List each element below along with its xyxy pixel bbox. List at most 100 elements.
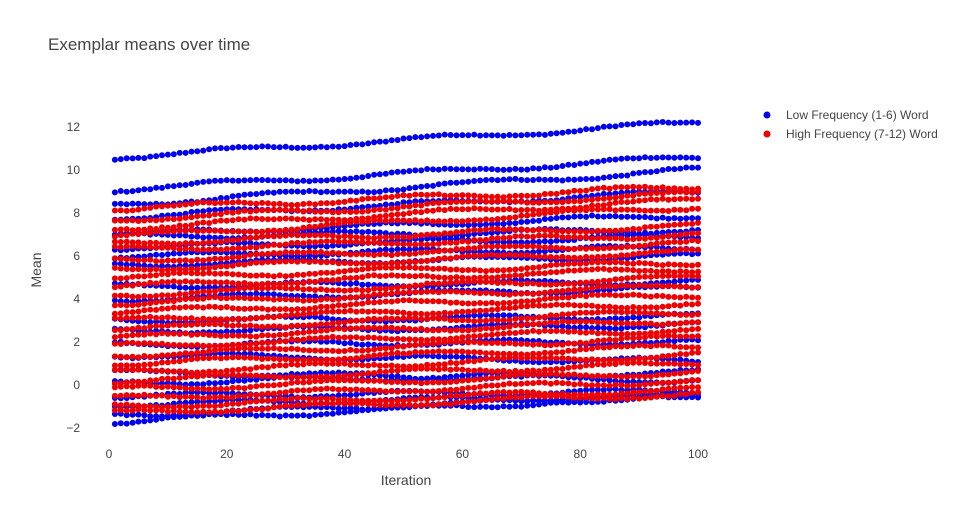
high-frequency-point [247, 235, 254, 241]
high-frequency-point [524, 367, 531, 374]
high-frequency-point [594, 361, 601, 368]
high-frequency-point [453, 360, 460, 367]
high-frequency-point [270, 201, 277, 207]
low-frequency-point [159, 415, 165, 422]
high-frequency-point [229, 394, 236, 401]
high-frequency-point [500, 305, 507, 311]
high-frequency-point [695, 268, 701, 275]
high-frequency-point [265, 280, 271, 287]
high-frequency-point [406, 289, 413, 296]
high-frequency-point [477, 383, 484, 390]
low-frequency-point [671, 154, 678, 161]
high-frequency-point [229, 199, 236, 206]
low-frequency-point [359, 188, 366, 195]
high-frequency-point [695, 273, 701, 280]
high-frequency-point [653, 240, 660, 247]
high-frequency-point [388, 264, 395, 271]
low-frequency-point [247, 350, 254, 357]
high-frequency-point [159, 292, 165, 299]
high-frequency-point [247, 372, 254, 379]
high-frequency-point [259, 199, 266, 206]
high-frequency-point [123, 282, 130, 289]
low-frequency-point [229, 177, 236, 184]
high-frequency-point [306, 305, 313, 312]
high-frequency-point [212, 211, 218, 218]
high-frequency-point [394, 401, 401, 408]
high-frequency-point [276, 389, 283, 396]
high-frequency-point [388, 298, 395, 305]
high-frequency-point [553, 199, 560, 206]
high-frequency-point [300, 387, 307, 394]
high-frequency-point [265, 355, 271, 362]
high-frequency-point [318, 269, 324, 276]
high-frequency-point [677, 370, 684, 377]
high-frequency-point [665, 189, 672, 195]
high-frequency-point [188, 409, 195, 416]
low-frequency-point [294, 178, 301, 185]
high-frequency-point [677, 302, 684, 309]
high-frequency-point [259, 295, 266, 302]
high-frequency-point [318, 373, 324, 380]
y-tick-label: 12 [67, 120, 81, 134]
high-frequency-point [212, 218, 218, 225]
low-frequency-point [430, 353, 436, 360]
low-frequency-point [565, 214, 572, 221]
high-frequency-point [559, 393, 566, 400]
high-frequency-point [453, 192, 460, 199]
high-frequency-point [553, 319, 560, 326]
high-frequency-point [212, 403, 218, 410]
high-frequency-point [388, 315, 395, 322]
high-frequency-point [665, 208, 672, 214]
high-frequency-point [206, 348, 213, 355]
high-frequency-point [483, 382, 489, 389]
low-frequency-point [206, 234, 213, 241]
high-frequency-point [518, 380, 525, 387]
high-frequency-point [259, 373, 266, 380]
high-frequency-point [683, 246, 690, 253]
low-frequency-point [536, 131, 542, 138]
legend-item-high-frequency[interactable]: High Frequency (7-12) Word [763, 127, 938, 141]
high-frequency-point [153, 293, 160, 299]
high-frequency-point [194, 316, 201, 323]
high-frequency-point [135, 366, 142, 373]
high-frequency-point [376, 402, 383, 408]
high-frequency-point [329, 200, 336, 207]
high-frequency-point [341, 386, 348, 393]
high-frequency-point [524, 206, 531, 213]
high-frequency-point [559, 234, 566, 241]
low-frequency-point [553, 164, 560, 171]
high-frequency-point [194, 385, 201, 392]
high-frequency-point [200, 321, 207, 328]
high-frequency-point [412, 264, 419, 271]
high-frequency-point [341, 377, 348, 384]
high-frequency-point [606, 360, 613, 367]
high-frequency-point [541, 393, 548, 400]
high-frequency-point [412, 233, 419, 239]
high-frequency-point [212, 255, 218, 262]
low-frequency-point [583, 176, 590, 182]
high-frequency-point [600, 253, 607, 260]
x-tick-label: 60 [456, 447, 470, 461]
high-frequency-point [117, 226, 124, 233]
high-frequency-point [194, 296, 201, 302]
high-frequency-point [689, 333, 696, 340]
high-frequency-point [430, 379, 436, 386]
high-frequency-point [323, 259, 330, 266]
high-frequency-point [642, 224, 648, 231]
high-frequency-point [530, 380, 537, 387]
high-frequency-point [447, 386, 454, 393]
high-frequency-point [176, 222, 183, 229]
high-frequency-point [394, 325, 401, 332]
high-frequency-point [530, 302, 537, 309]
high-frequency-point [536, 232, 542, 239]
high-frequency-point [447, 379, 454, 385]
high-frequency-point [382, 240, 389, 247]
legend-item-low-frequency[interactable]: Low Frequency (1-6) Word [763, 108, 929, 122]
high-frequency-point [524, 243, 531, 250]
high-frequency-point [253, 285, 260, 292]
high-frequency-point [695, 205, 701, 212]
high-frequency-point [577, 339, 584, 346]
low-frequency-point [624, 121, 631, 128]
low-frequency-point [594, 125, 601, 132]
high-frequency-point [636, 191, 643, 197]
